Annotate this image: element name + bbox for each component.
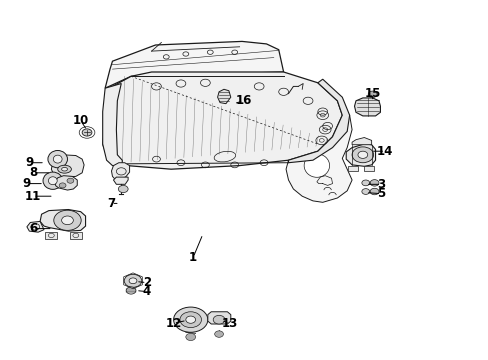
Polygon shape <box>285 94 351 202</box>
Ellipse shape <box>53 155 62 163</box>
Polygon shape <box>354 98 380 116</box>
Circle shape <box>67 178 74 183</box>
Circle shape <box>367 91 376 98</box>
Text: 9: 9 <box>23 177 31 190</box>
Polygon shape <box>288 79 349 163</box>
Ellipse shape <box>58 165 71 173</box>
Circle shape <box>59 183 66 188</box>
FancyBboxPatch shape <box>45 232 57 239</box>
Text: 4: 4 <box>142 285 150 298</box>
Circle shape <box>185 333 195 341</box>
Ellipse shape <box>48 150 67 168</box>
Text: 16: 16 <box>235 94 251 107</box>
Text: 7: 7 <box>107 197 115 210</box>
Polygon shape <box>207 312 230 324</box>
Ellipse shape <box>43 172 62 189</box>
Polygon shape <box>102 84 122 166</box>
Polygon shape <box>27 221 44 232</box>
Circle shape <box>369 188 378 195</box>
Circle shape <box>82 129 92 136</box>
FancyBboxPatch shape <box>364 166 373 171</box>
Circle shape <box>214 331 223 337</box>
Text: 9: 9 <box>25 156 33 169</box>
Text: 1: 1 <box>189 251 197 264</box>
Circle shape <box>124 274 142 287</box>
Text: 14: 14 <box>376 145 393 158</box>
Circle shape <box>361 189 369 194</box>
Ellipse shape <box>48 177 57 185</box>
FancyBboxPatch shape <box>70 232 81 239</box>
Text: 12: 12 <box>165 317 182 330</box>
Polygon shape <box>111 163 129 182</box>
Polygon shape <box>113 177 128 184</box>
Polygon shape <box>51 155 84 177</box>
Circle shape <box>369 180 378 186</box>
Polygon shape <box>346 144 375 166</box>
Text: 10: 10 <box>72 114 89 127</box>
Circle shape <box>357 151 367 158</box>
Polygon shape <box>40 210 85 231</box>
Circle shape <box>118 185 128 193</box>
Ellipse shape <box>61 167 67 171</box>
FancyBboxPatch shape <box>347 166 357 171</box>
Ellipse shape <box>304 154 329 177</box>
Text: 3: 3 <box>377 178 385 191</box>
Text: 11: 11 <box>25 190 41 203</box>
Text: 2: 2 <box>142 276 150 289</box>
Text: 13: 13 <box>221 317 238 330</box>
Text: 5: 5 <box>377 187 385 200</box>
Polygon shape <box>102 72 342 169</box>
Polygon shape <box>55 176 77 190</box>
Circle shape <box>361 180 369 186</box>
Circle shape <box>126 287 136 294</box>
Circle shape <box>173 307 207 332</box>
Circle shape <box>54 210 81 230</box>
Polygon shape <box>351 138 371 145</box>
Text: 15: 15 <box>364 87 380 100</box>
Circle shape <box>180 312 201 328</box>
Circle shape <box>185 316 195 323</box>
Circle shape <box>351 147 373 163</box>
Text: 6: 6 <box>29 222 37 235</box>
Text: 8: 8 <box>29 166 37 179</box>
Polygon shape <box>217 89 230 104</box>
Circle shape <box>213 315 224 324</box>
Polygon shape <box>105 41 283 88</box>
Circle shape <box>61 216 73 225</box>
Circle shape <box>129 278 137 284</box>
